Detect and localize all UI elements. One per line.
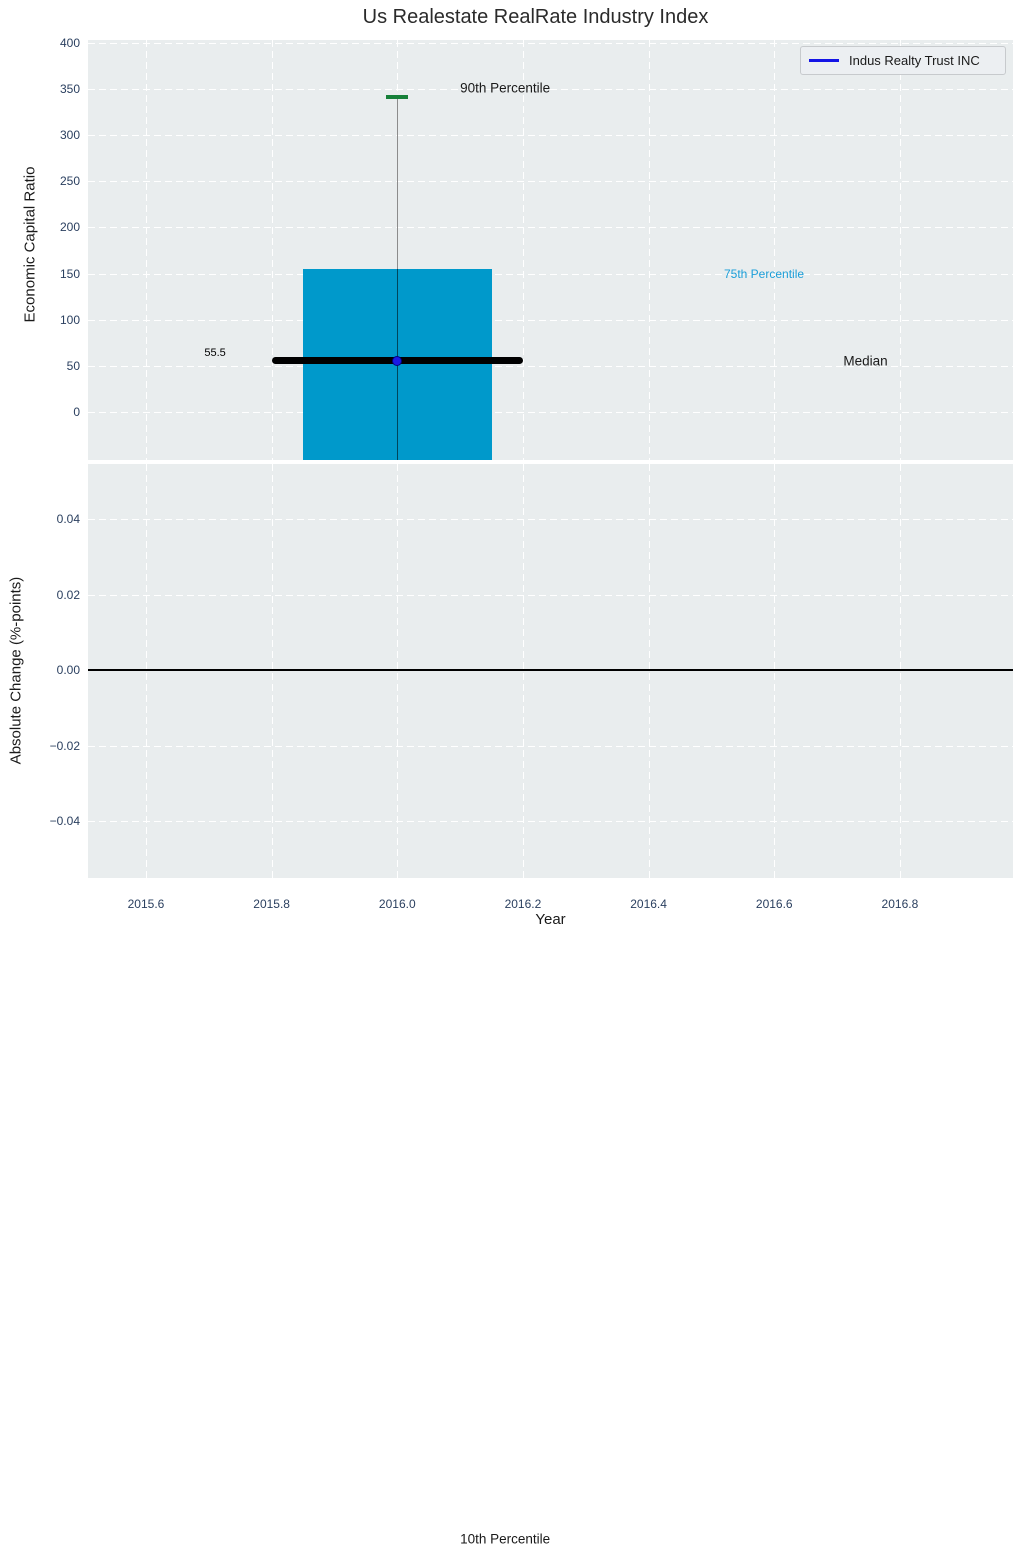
gridline-x bbox=[774, 40, 776, 460]
ytick-label: 0.00 bbox=[56, 663, 80, 678]
annotation-median: Median bbox=[843, 353, 888, 369]
annotation-75th-percentile: 75th Percentile bbox=[723, 267, 805, 282]
gridline-x bbox=[899, 40, 901, 460]
xtick-label: 2016.8 bbox=[881, 897, 919, 911]
gridline-y bbox=[88, 227, 1013, 229]
ytick-label: 400 bbox=[59, 35, 80, 50]
xtick-label: 2016.4 bbox=[630, 897, 667, 911]
ytick-label: 350 bbox=[59, 81, 80, 96]
series-marker bbox=[392, 355, 403, 366]
gridline-y bbox=[88, 519, 1013, 521]
whisker-cap bbox=[386, 95, 409, 99]
chart-title: Us Realestate RealRate Industry Index bbox=[362, 6, 709, 28]
annotation-90th-percentile: 90th Percentile bbox=[460, 80, 551, 96]
whisker-upper bbox=[396, 97, 399, 269]
gridline-y bbox=[88, 273, 1013, 275]
x-axis-label: Year bbox=[535, 911, 566, 928]
gridline-y bbox=[88, 88, 1013, 90]
xtick-label: 2016.0 bbox=[378, 897, 416, 911]
gridline-x bbox=[648, 40, 650, 460]
xtick-label: 2015.6 bbox=[127, 897, 165, 911]
xtick-label: 2016.6 bbox=[755, 897, 793, 911]
gridline-y bbox=[88, 821, 1013, 822]
xtick-label: 2016.2 bbox=[504, 897, 542, 911]
gridline-x bbox=[145, 40, 147, 460]
legend-line-swatch bbox=[809, 59, 839, 62]
gridline-y bbox=[88, 181, 1013, 183]
gridline-x bbox=[522, 40, 524, 460]
ytick-label: 150 bbox=[59, 266, 80, 281]
bottom-axes bbox=[88, 464, 1013, 878]
zero-line bbox=[88, 669, 1013, 671]
ytick-label: 0.02 bbox=[56, 587, 80, 602]
ytick-label: 0.04 bbox=[56, 512, 80, 527]
annotation-10th-percentile: 10th Percentile bbox=[460, 1531, 551, 1547]
ytick-label: 0 bbox=[73, 405, 80, 419]
gridline-y bbox=[88, 412, 1013, 413]
gridline-y bbox=[88, 42, 1013, 44]
legend: Indus Realty Trust INC bbox=[800, 46, 1006, 75]
ytick-label: 100 bbox=[59, 312, 80, 327]
xtick-label: 2015.8 bbox=[253, 897, 290, 911]
gridline-x bbox=[271, 40, 273, 460]
ytick-label: −0.02 bbox=[49, 738, 80, 753]
annotation-55-5: 55.5 bbox=[204, 346, 226, 359]
ytick-label: 50 bbox=[66, 358, 80, 373]
gridline-y bbox=[88, 135, 1013, 137]
gridline-y bbox=[88, 594, 1013, 596]
top-axes bbox=[88, 40, 1013, 460]
ytick-label: −0.04 bbox=[49, 814, 80, 828]
legend-label: Indus Realty Trust INC bbox=[849, 53, 980, 68]
ytick-label: 200 bbox=[59, 220, 80, 235]
gridline-y bbox=[88, 319, 1013, 321]
gridline-y bbox=[88, 365, 1013, 367]
gridline-y bbox=[88, 745, 1013, 747]
ytick-label: 250 bbox=[59, 174, 80, 189]
ytick-label: 300 bbox=[59, 128, 80, 143]
